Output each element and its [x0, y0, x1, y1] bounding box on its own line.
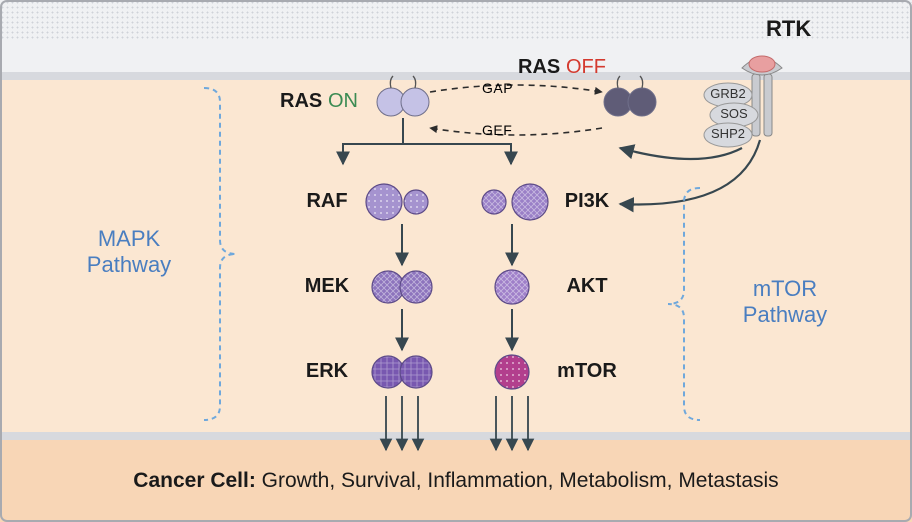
ras-on-state: ON	[328, 90, 358, 113]
gef-label: GEF	[482, 122, 512, 138]
rtk-label: RTK	[766, 16, 811, 42]
label-mtor: mTOR	[552, 360, 622, 383]
band-membrane2	[0, 432, 912, 440]
adapter-a1: GRB2	[708, 86, 748, 101]
label-erk: ERK	[292, 360, 362, 383]
outcome-line: Cancer Cell: Growth, Survival, Inflammat…	[0, 469, 912, 493]
gap-label: GAP	[482, 80, 513, 96]
mtor-pathway-label: mTOR Pathway	[730, 276, 840, 329]
label-raf: RAF	[292, 190, 362, 213]
outcome-lead: Cancer Cell:	[133, 469, 256, 492]
band-membrane	[0, 72, 912, 80]
adapter-a3: SHP2	[708, 126, 748, 141]
label-mek: MEK	[292, 275, 362, 298]
ras-off-state: OFF	[566, 56, 606, 79]
ras-on-label: RAS	[280, 90, 322, 113]
label-pi3k: PI3K	[552, 190, 622, 213]
mapk-pathway-label: MAPK Pathway	[74, 226, 184, 279]
label-akt: AKT	[552, 275, 622, 298]
ras-off-label: RAS	[518, 56, 560, 79]
adapter-a2: SOS	[714, 106, 754, 121]
outcome-text: Growth, Survival, Inflammation, Metaboli…	[256, 469, 779, 492]
